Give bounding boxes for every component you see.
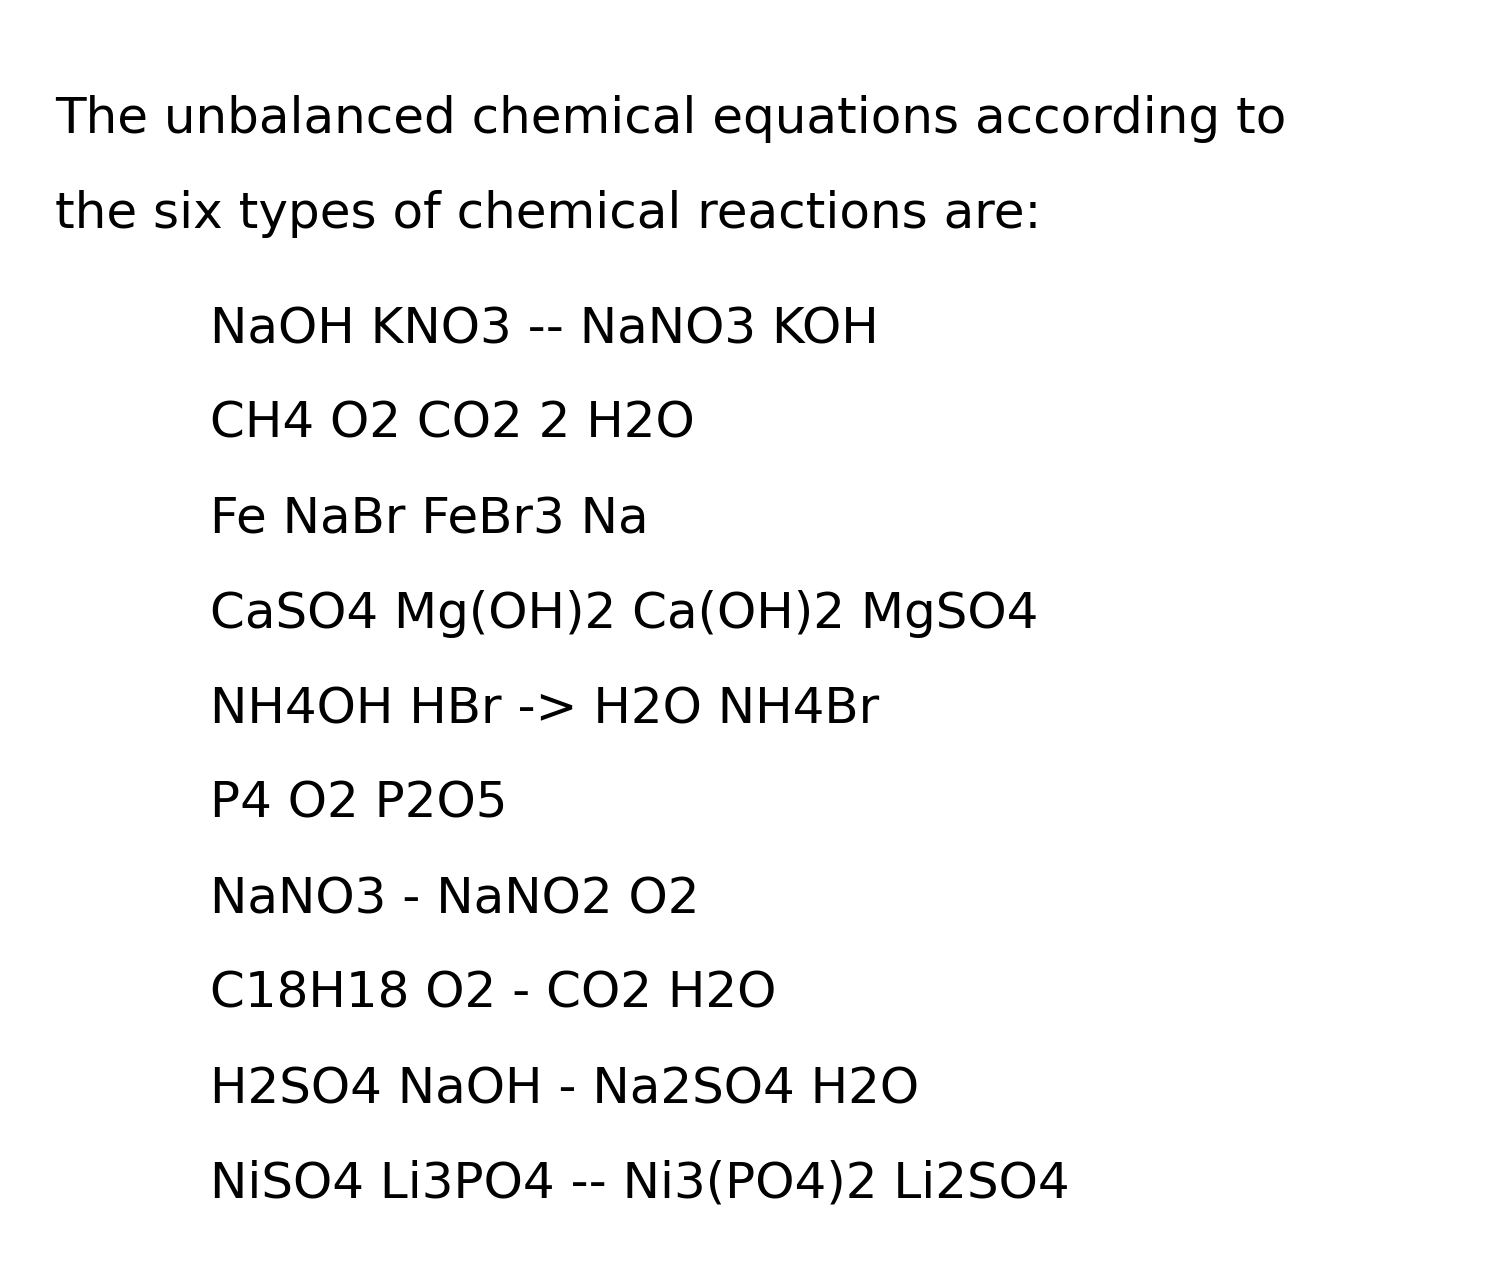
Text: NH4OH HBr -> H2O NH4Br: NH4OH HBr -> H2O NH4Br (210, 686, 879, 733)
Text: H2SO4 NaOH - Na2SO4 H2O: H2SO4 NaOH - Na2SO4 H2O (210, 1065, 920, 1113)
Text: The unbalanced chemical equations according to: The unbalanced chemical equations accord… (56, 95, 1287, 142)
Text: Fe NaBr FeBr3 Na: Fe NaBr FeBr3 Na (210, 495, 648, 543)
Text: NaOH KNO3 -- NaNO3 KOH: NaOH KNO3 -- NaNO3 KOH (210, 305, 879, 354)
Text: P4 O2 P2O5: P4 O2 P2O5 (210, 780, 507, 828)
Text: CaSO4 Mg(OH)2 Ca(OH)2 MgSO4: CaSO4 Mg(OH)2 Ca(OH)2 MgSO4 (210, 590, 1038, 639)
Text: the six types of chemical reactions are:: the six types of chemical reactions are: (56, 190, 1041, 238)
Text: C18H18 O2 - CO2 H2O: C18H18 O2 - CO2 H2O (210, 971, 777, 1018)
Text: NaNO3 - NaNO2 O2: NaNO3 - NaNO2 O2 (210, 875, 699, 923)
Text: CH4 O2 CO2 2 H2O: CH4 O2 CO2 2 H2O (210, 399, 694, 448)
Text: NiSO4 Li3PO4 -- Ni3(PO4)2 Li2SO4: NiSO4 Li3PO4 -- Ni3(PO4)2 Li2SO4 (210, 1160, 1070, 1208)
